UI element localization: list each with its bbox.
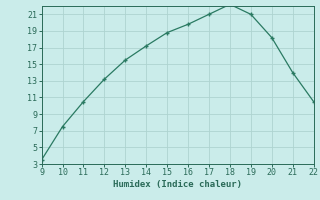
X-axis label: Humidex (Indice chaleur): Humidex (Indice chaleur) xyxy=(113,180,242,189)
